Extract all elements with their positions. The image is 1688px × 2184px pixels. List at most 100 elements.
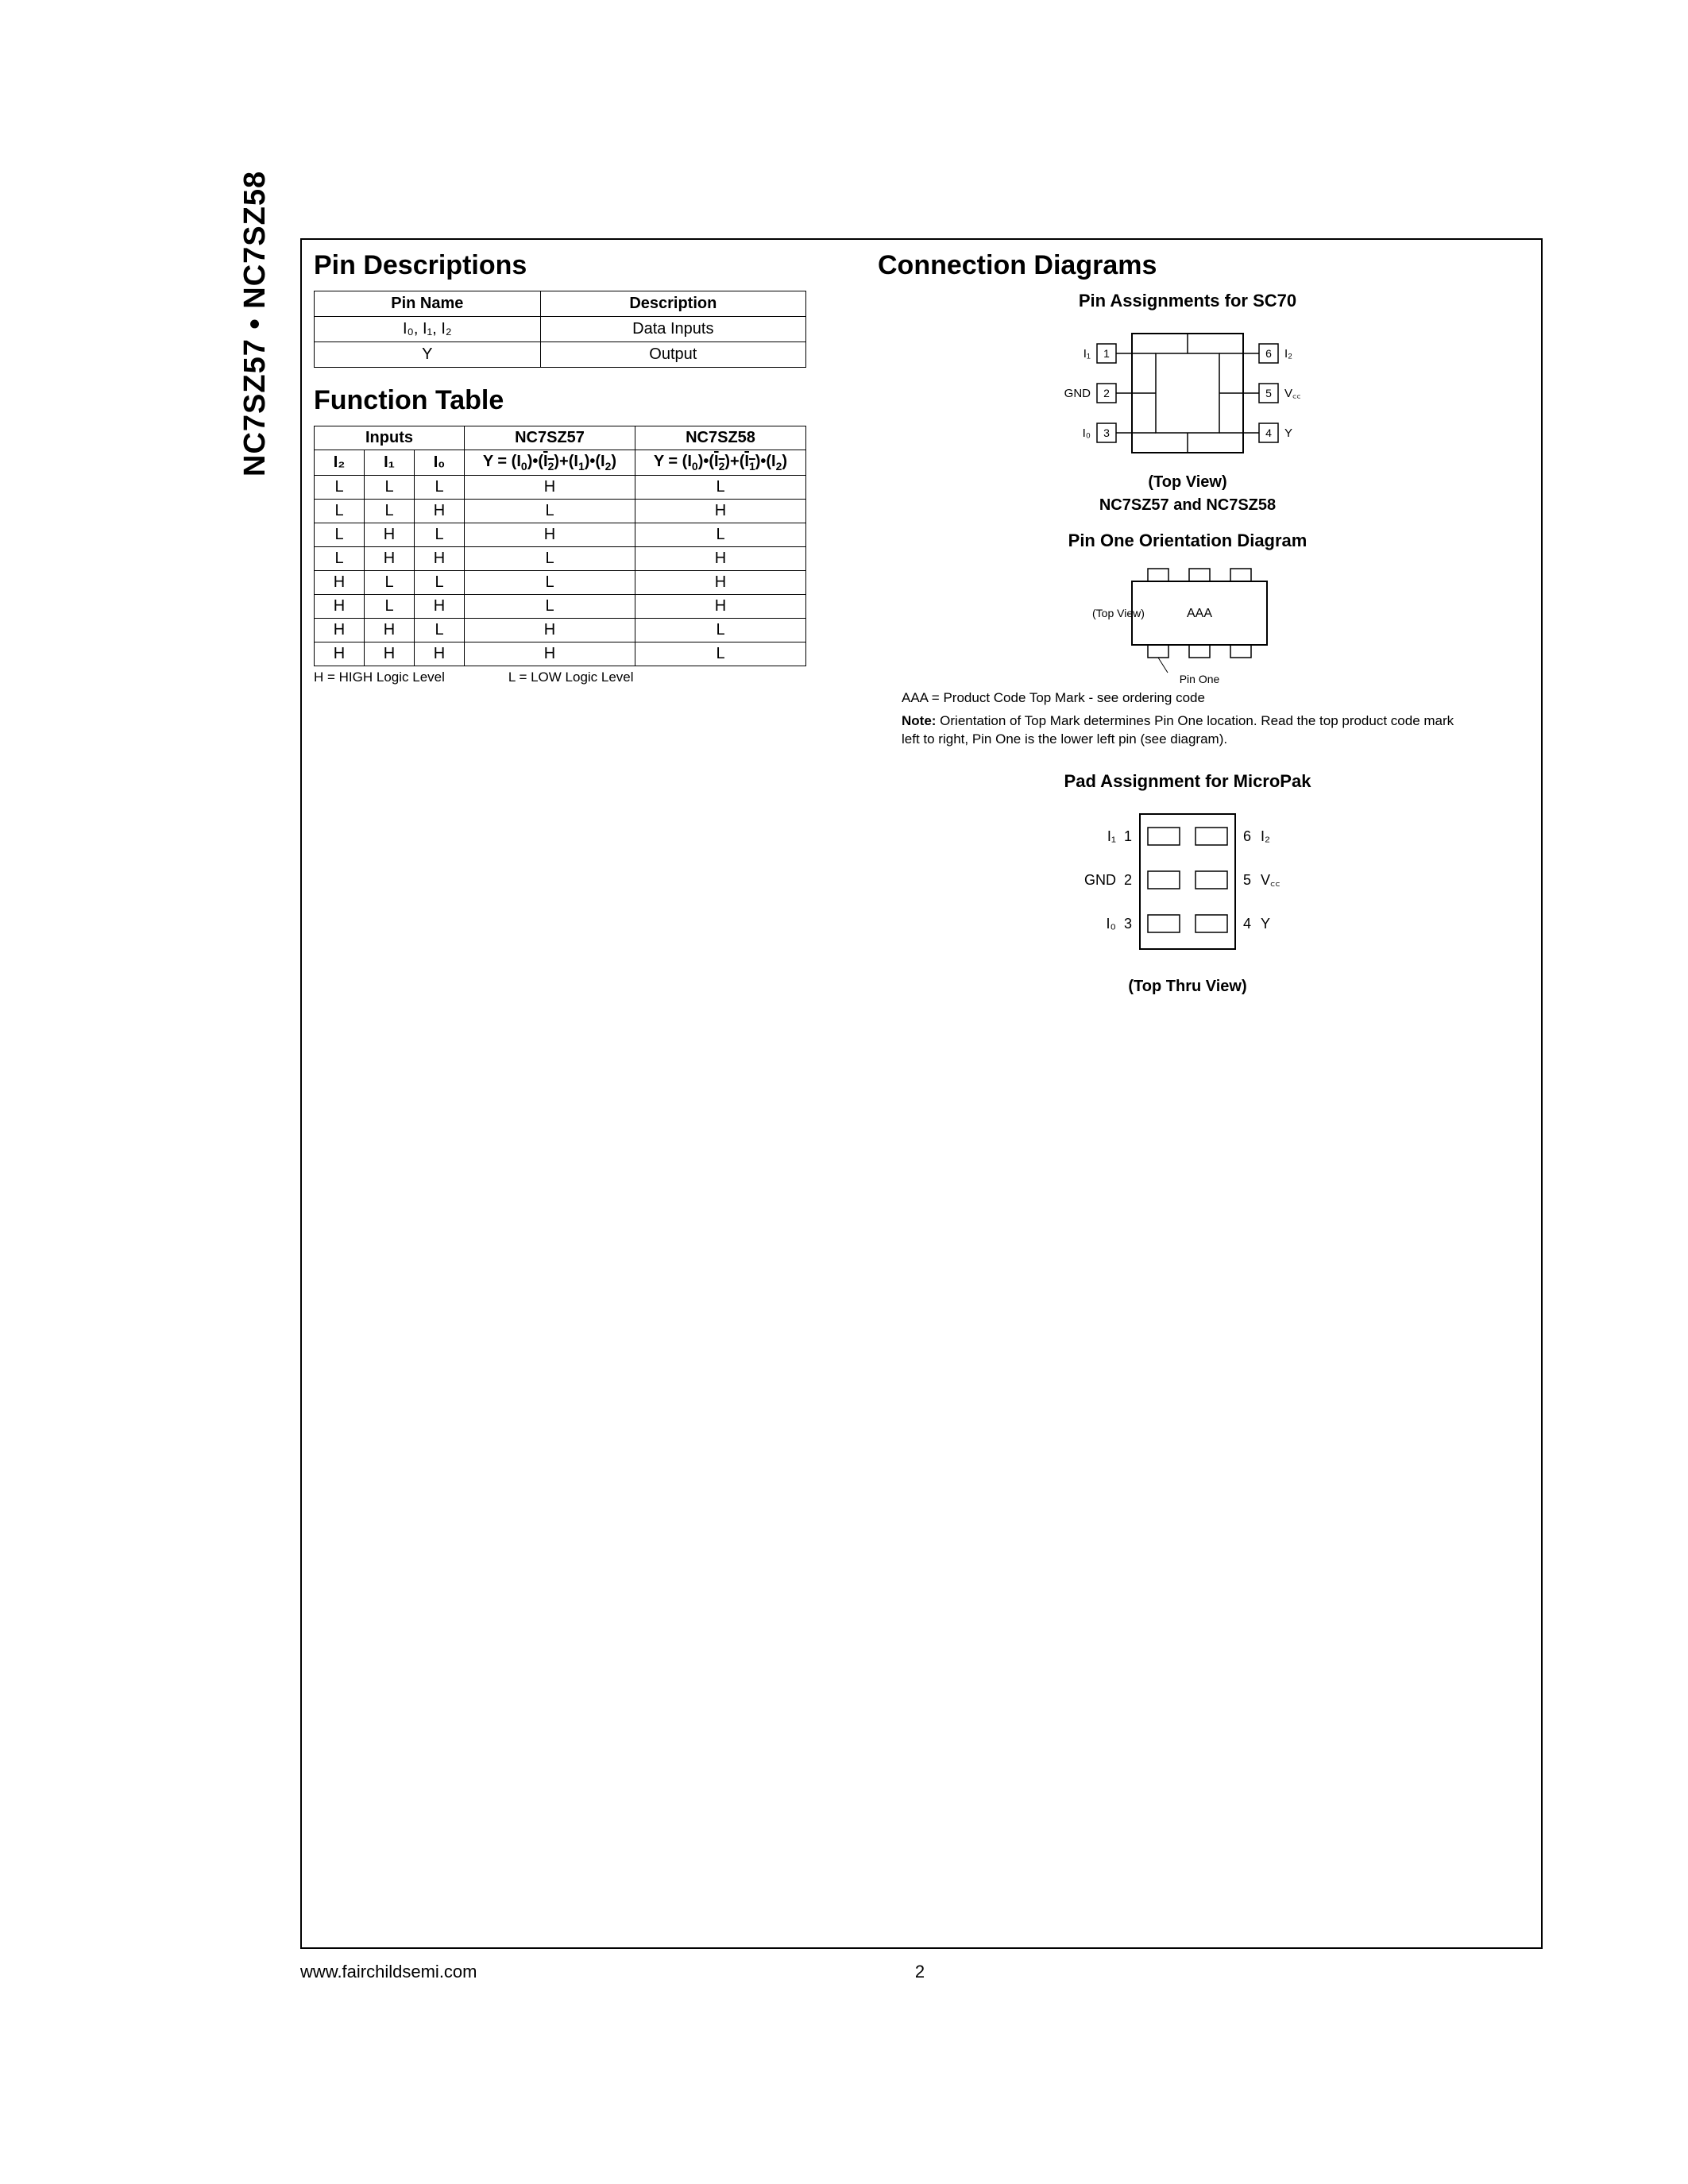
note-label: Note:: [902, 713, 936, 728]
table-cell: H: [415, 547, 465, 571]
table-cell: L: [365, 476, 415, 500]
func-subheader: I₀: [415, 450, 465, 476]
table-cell: H: [365, 619, 415, 642]
table-cell: L: [315, 476, 365, 500]
svg-text:V꜀꜀: V꜀꜀: [1284, 387, 1300, 400]
micropak-title: Pad Assignment for MicroPak: [878, 771, 1497, 792]
table-cell: L: [415, 523, 465, 547]
svg-text:5: 5: [1243, 872, 1251, 888]
func-header-part1: NC7SZ57: [465, 426, 635, 450]
svg-text:I₁: I₁: [1083, 347, 1091, 361]
table-cell: L: [365, 571, 415, 595]
table-cell: L: [415, 476, 465, 500]
table-cell: Output: [540, 342, 805, 368]
table-cell: L: [635, 642, 806, 666]
sc70-caption-parts: NC7SZ57 and NC7SZ58: [878, 496, 1497, 515]
table-cell: L: [465, 500, 635, 523]
func-formula1: Y = (I0)•(I2)+(I1)•(I2): [465, 450, 635, 476]
table-cell: H: [415, 595, 465, 619]
table-cell: L: [635, 619, 806, 642]
table-cell: H: [315, 619, 365, 642]
func-subheader: I₂: [315, 450, 365, 476]
table-cell: L: [465, 547, 635, 571]
svg-text:1: 1: [1103, 347, 1110, 360]
func-subheader: I₁: [365, 450, 415, 476]
pin-one-diagram: AAA (Top View) Pin One: [1045, 558, 1331, 685]
svg-text:(Top View): (Top View): [1092, 607, 1145, 619]
connection-diagrams-heading: Connection Diagrams: [878, 250, 1497, 281]
legend-high: H = HIGH Logic Level: [314, 669, 445, 685]
sc70-title: Pin Assignments for SC70: [878, 291, 1497, 311]
svg-text:Y: Y: [1261, 916, 1270, 932]
svg-text:Y: Y: [1284, 426, 1292, 440]
table-cell: Data Inputs: [540, 317, 805, 342]
table-cell: H: [415, 642, 465, 666]
table-cell: L: [635, 523, 806, 547]
table-cell: L: [635, 476, 806, 500]
pin-one-title: Pin One Orientation Diagram: [878, 531, 1497, 551]
table-cell: H: [315, 595, 365, 619]
svg-text:Pin One: Pin One: [1180, 673, 1220, 685]
table-cell: I₀, I₁, I₂: [315, 317, 541, 342]
svg-text:GND: GND: [1064, 387, 1091, 400]
func-header-inputs: Inputs: [315, 426, 465, 450]
table-cell: H: [465, 476, 635, 500]
table-cell: H: [315, 571, 365, 595]
table-cell: H: [465, 642, 635, 666]
micropak-diagram: 1I₁2GND3I₀ 6I₂5V꜀꜀4Y: [1037, 798, 1338, 973]
table-cell: H: [635, 500, 806, 523]
svg-text:4: 4: [1265, 426, 1272, 439]
pin-description-table: Pin Name Description I₀, I₁, I₂ Data Inp…: [314, 291, 806, 368]
svg-text:I₁: I₁: [1107, 828, 1116, 844]
table-cell: L: [365, 595, 415, 619]
func-header-part2: NC7SZ58: [635, 426, 806, 450]
pin-one-note-aaa: AAA = Product Code Top Mark - see orderi…: [902, 689, 1474, 708]
footer-page-number: 2: [915, 1962, 925, 1982]
table-cell: L: [415, 619, 465, 642]
page-footer: www.fairchildsemi.com 2: [300, 1962, 1539, 1982]
table-cell: L: [315, 523, 365, 547]
svg-text:I₀: I₀: [1107, 916, 1116, 932]
svg-text:6: 6: [1243, 828, 1251, 844]
table-cell: H: [635, 571, 806, 595]
function-table-heading: Function Table: [314, 385, 830, 416]
table-cell: H: [315, 642, 365, 666]
svg-text:I₂: I₂: [1261, 828, 1270, 844]
svg-text:I₀: I₀: [1083, 426, 1091, 440]
table-cell: L: [415, 571, 465, 595]
page-content: Pin Descriptions Pin Name Description I₀…: [314, 250, 1529, 1001]
svg-text:V꜀꜀: V꜀꜀: [1261, 872, 1280, 888]
footer-url: www.fairchildsemi.com: [300, 1962, 477, 1982]
sc70-diagram: 1I₁2GND3I₀ 6I₂5V꜀꜀4Y: [1045, 318, 1331, 469]
table-cell: Y: [315, 342, 541, 368]
table-cell: H: [365, 547, 415, 571]
svg-text:1: 1: [1124, 828, 1132, 844]
table-cell: H: [365, 523, 415, 547]
svg-text:I₂: I₂: [1284, 347, 1292, 361]
function-table-legend: H = HIGH Logic Level L = LOW Logic Level: [314, 669, 830, 685]
sc70-caption-topview: (Top View): [878, 473, 1497, 492]
note-text: Orientation of Top Mark determines Pin O…: [902, 713, 1454, 747]
table-cell: H: [635, 547, 806, 571]
svg-text:6: 6: [1265, 347, 1272, 360]
table-cell: L: [315, 547, 365, 571]
table-cell: H: [415, 500, 465, 523]
svg-text:AAA: AAA: [1187, 607, 1212, 620]
pin-one-note-orientation: Note: Orientation of Top Mark determines…: [902, 712, 1474, 749]
svg-text:4: 4: [1243, 916, 1251, 932]
svg-text:GND: GND: [1084, 872, 1116, 888]
pin-descriptions-heading: Pin Descriptions: [314, 250, 830, 281]
micropak-caption: (Top Thru View): [878, 978, 1497, 996]
table-cell: L: [465, 571, 635, 595]
svg-text:3: 3: [1124, 916, 1132, 932]
function-table: Inputs NC7SZ57 NC7SZ58 I₂ I₁ I₀ Y = (I0)…: [314, 426, 806, 666]
table-cell: H: [465, 523, 635, 547]
side-part-label: NC7SZ57 • NC7SZ58: [238, 171, 272, 477]
table-cell: H: [365, 642, 415, 666]
svg-text:3: 3: [1103, 426, 1110, 439]
pin-desc-header-name: Pin Name: [315, 291, 541, 317]
table-cell: L: [315, 500, 365, 523]
table-cell: H: [635, 595, 806, 619]
legend-low: L = LOW Logic Level: [508, 669, 634, 685]
svg-text:5: 5: [1265, 387, 1272, 399]
